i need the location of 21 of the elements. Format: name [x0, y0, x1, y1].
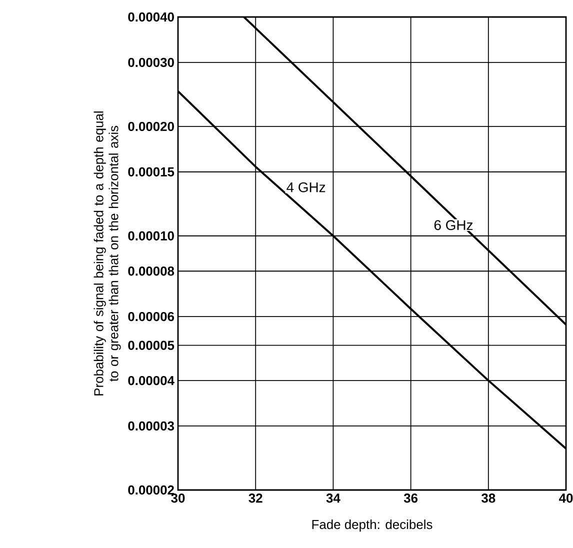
x-tick-label: 32 — [248, 494, 262, 503]
y-tick-label: 0.00004 — [128, 376, 174, 386]
y-tick-label: 0.00010 — [128, 231, 174, 240]
y-tick-label: 0.00005 — [128, 340, 174, 350]
y-tick-label: 0.00002 — [128, 485, 174, 495]
annotation: 6 GHz — [434, 220, 473, 230]
y-axis-title: Probability of signal being faded to a depth equal to or greater than that on the horizontal axis — [94, 112, 121, 396]
x-tick-label: 34 — [326, 494, 340, 503]
x-tick-label: 40 — [559, 494, 573, 503]
x-axis-title: Fade depth: decibels — [312, 520, 432, 532]
x-tick-label: 38 — [482, 494, 496, 503]
y-tick-label: 0.00015 — [128, 167, 174, 176]
y-tick-label: 0.00003 — [128, 421, 174, 431]
x-tick-label: 30 — [171, 494, 185, 503]
y-tick-label: 0.00030 — [128, 58, 174, 68]
y-tick-label: 0.00040 — [128, 12, 174, 22]
x-tick-label: 36 — [404, 494, 418, 503]
y-tick-label: 0.00008 — [128, 266, 174, 276]
y-tick-label: 0.00020 — [128, 122, 174, 132]
annotation: 4 GHz — [286, 182, 326, 192]
y-tick-label: 0.00006 — [128, 312, 174, 322]
